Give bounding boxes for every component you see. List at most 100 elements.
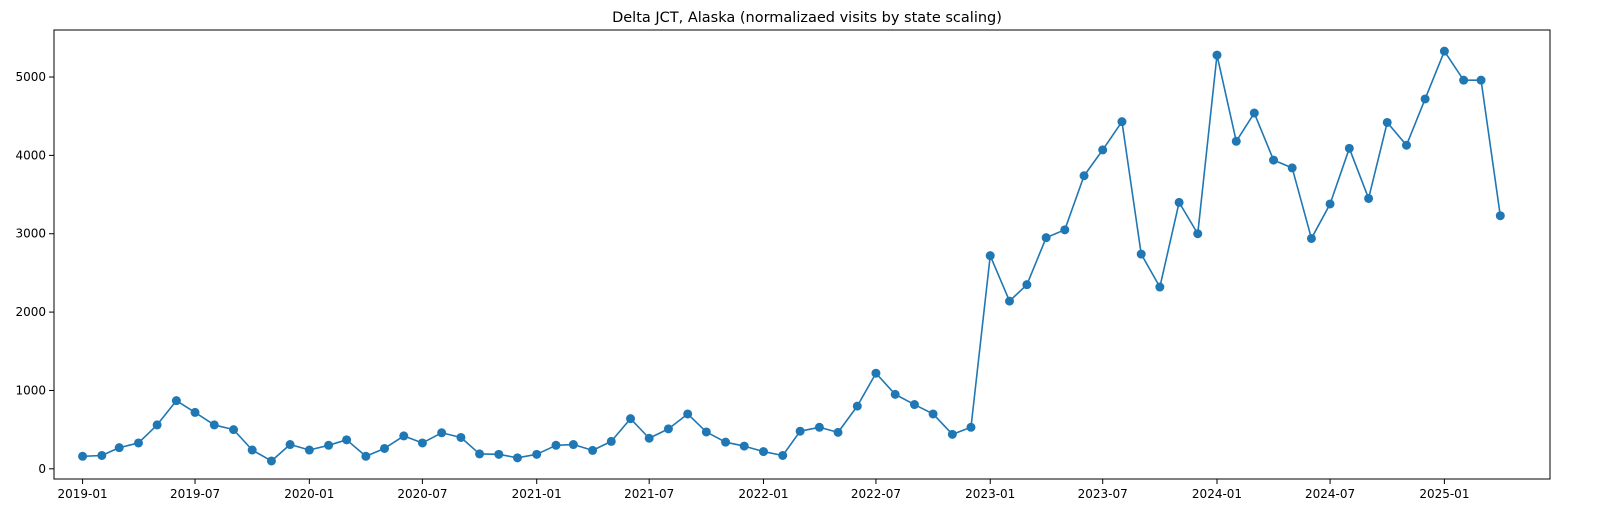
data-point [721, 437, 731, 447]
data-point [1401, 140, 1411, 150]
x-tick-label: 2021-07 [624, 487, 674, 501]
data-point [1117, 117, 1127, 127]
data-point [626, 414, 636, 424]
data-point [551, 440, 561, 450]
data-point [1041, 233, 1051, 243]
x-tick-label: 2023-07 [1078, 487, 1128, 501]
data-point [701, 427, 711, 437]
x-axis: 2019-01 2019-07 2020-01 2020-07 2021-01 2021-… [58, 479, 1469, 501]
data-point [1231, 136, 1241, 146]
data-point [475, 449, 485, 459]
data-point [1325, 199, 1335, 209]
data-point [947, 429, 957, 439]
data-point [588, 445, 598, 455]
y-tick-label: 0 [38, 462, 46, 476]
data-point [644, 433, 654, 443]
data-point [1155, 282, 1165, 292]
data-point [380, 443, 390, 453]
data-point [114, 443, 124, 453]
x-tick-label: 2024-07 [1305, 487, 1355, 501]
data-point [778, 450, 788, 460]
data-point [456, 432, 466, 442]
data-point [171, 396, 181, 406]
data-point [1136, 249, 1146, 259]
data-point [1098, 145, 1108, 155]
data-point [532, 449, 542, 459]
data-point [209, 420, 219, 430]
data-point [833, 427, 843, 437]
data-point [97, 450, 107, 460]
data-point [814, 422, 824, 432]
plot-frame [53, 29, 1551, 480]
x-tick-label: 2021-01 [512, 487, 562, 501]
data-point [1287, 163, 1297, 173]
x-tick-label: 2020-01 [284, 487, 334, 501]
chart-title: Delta JCT, Alaska (normalizaed visits by… [612, 10, 1002, 26]
y-tick-label: 4000 [15, 148, 46, 162]
x-tick-label: 2020-07 [397, 487, 447, 501]
data-point [890, 389, 900, 399]
data-point [1212, 50, 1222, 60]
data-point [229, 425, 239, 435]
data-point [1459, 75, 1469, 85]
data-point [304, 445, 314, 455]
data-point [1022, 280, 1032, 290]
data-point [1476, 75, 1486, 85]
data-point [1249, 108, 1259, 118]
data-point [417, 438, 427, 448]
data-point [494, 449, 504, 459]
y-tick-label: 1000 [15, 383, 46, 397]
data-point [342, 435, 352, 445]
x-tick-label: 2019-07 [170, 487, 220, 501]
x-tick-label: 2023-01 [965, 487, 1015, 501]
data-point [247, 445, 257, 455]
data-point [683, 409, 693, 419]
data-point [739, 441, 749, 451]
data-point [1060, 225, 1070, 235]
data-point [1005, 296, 1014, 306]
data-point [285, 440, 295, 450]
data-point [852, 401, 862, 411]
data-point [1420, 94, 1430, 104]
data-point [512, 453, 522, 463]
x-tick-label: 2025-01 [1419, 487, 1469, 501]
y-tick-label: 2000 [15, 305, 46, 319]
data-point [1439, 46, 1449, 56]
data-point [1382, 117, 1392, 127]
data-point [795, 426, 805, 436]
y-axis: 0 1000 2000 3000 4000 5000 [15, 70, 54, 476]
x-tick-label: 2019-01 [58, 487, 108, 501]
series-line [82, 50, 1502, 462]
data-point [361, 451, 371, 461]
data-point [568, 440, 578, 450]
data-point [1306, 233, 1316, 243]
data-point [1174, 197, 1184, 207]
data-point [909, 400, 919, 410]
x-tick-label: 2022-07 [851, 487, 901, 501]
data-point [1079, 171, 1089, 181]
data-point [1269, 155, 1279, 165]
data-point [871, 368, 881, 378]
series-layer [78, 46, 1505, 466]
data-point [966, 422, 976, 432]
data-point [1364, 193, 1374, 203]
data-point [437, 428, 447, 438]
x-tick-label: 2024-01 [1192, 487, 1242, 501]
data-point [663, 424, 673, 434]
data-point [928, 409, 938, 419]
data-point [1193, 229, 1203, 239]
data-point [758, 447, 768, 457]
data-point [985, 251, 995, 261]
y-tick-label: 3000 [15, 227, 46, 241]
x-tick-label: 2022-01 [738, 487, 788, 501]
data-point [133, 438, 143, 448]
data-point [78, 451, 88, 461]
data-point [399, 431, 409, 441]
data-point [152, 420, 162, 430]
y-tick-label: 5000 [15, 70, 46, 84]
data-point [324, 440, 334, 450]
data-point [606, 436, 616, 446]
data-point [1344, 143, 1354, 153]
